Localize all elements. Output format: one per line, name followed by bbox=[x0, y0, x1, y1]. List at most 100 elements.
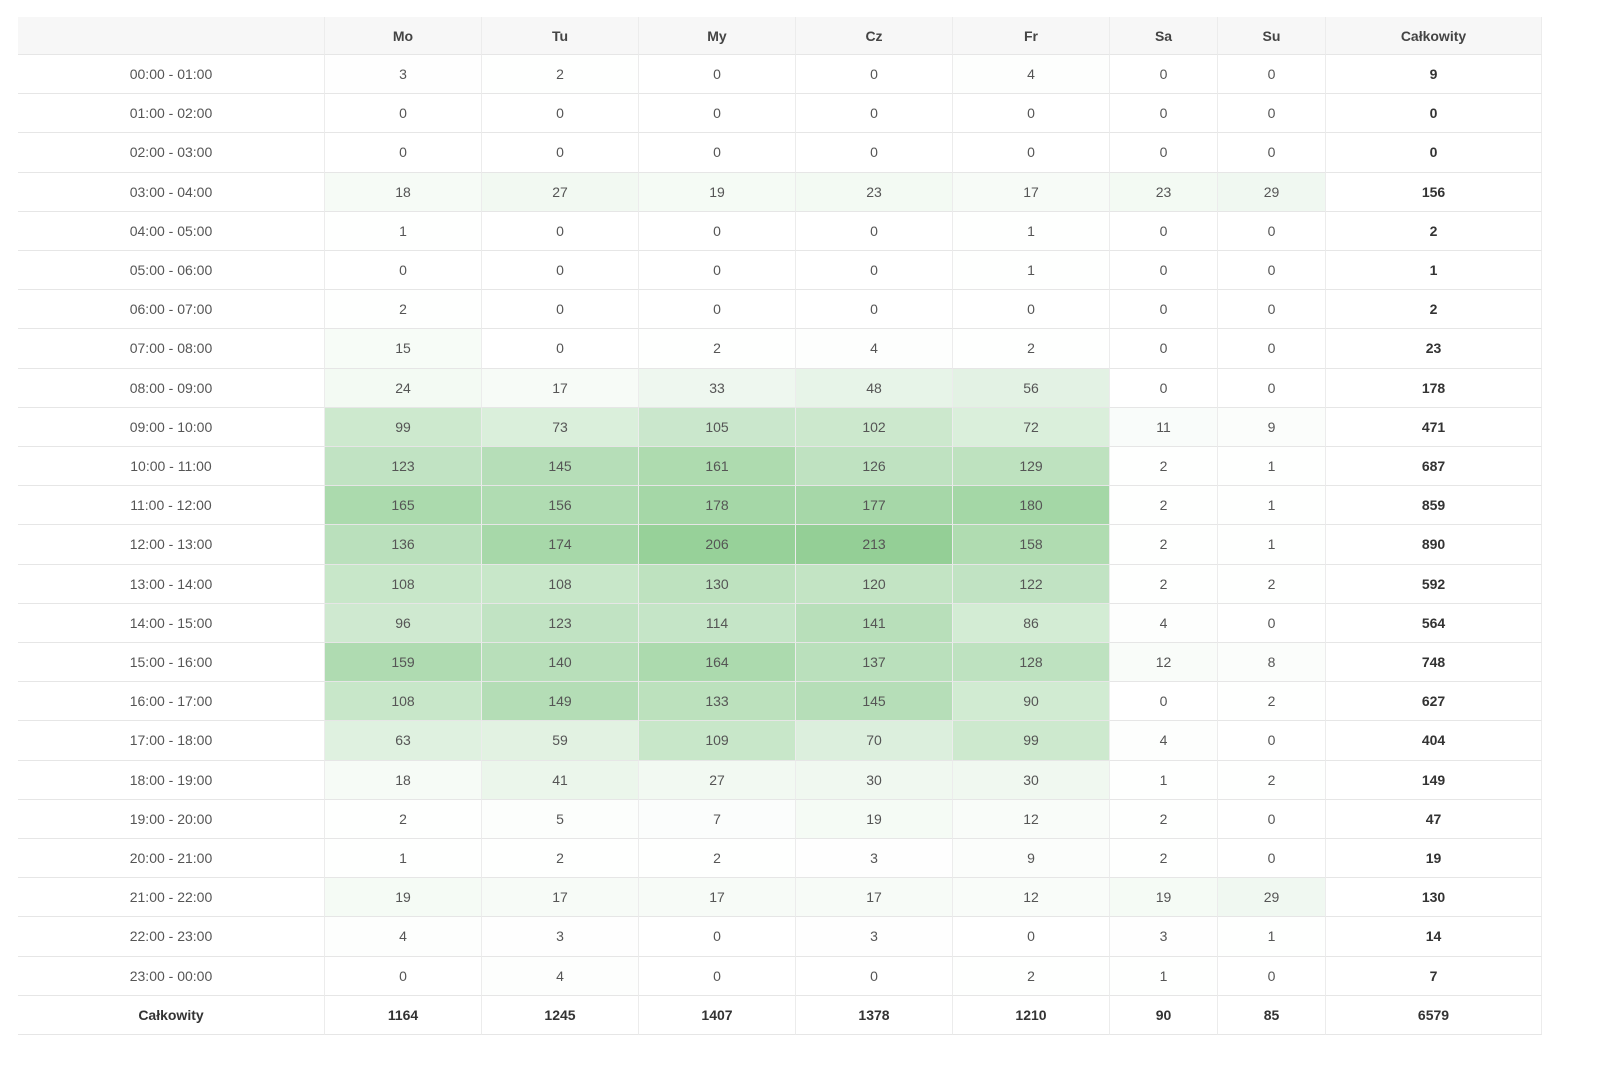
heat-cell: 72 bbox=[953, 407, 1110, 447]
row-label: 07:00 - 08:00 bbox=[18, 329, 325, 369]
heat-cell: 0 bbox=[1218, 329, 1326, 369]
heat-cell: 123 bbox=[325, 447, 482, 487]
row-total: 14 bbox=[1326, 917, 1542, 957]
heat-cell: 3 bbox=[325, 55, 482, 95]
heat-cell: 0 bbox=[796, 133, 953, 173]
row-label: 00:00 - 01:00 bbox=[18, 55, 325, 95]
heat-cell: 0 bbox=[1110, 251, 1218, 291]
row-total: 149 bbox=[1326, 760, 1542, 800]
heat-cell: 0 bbox=[1218, 721, 1326, 761]
row-label: 19:00 - 20:00 bbox=[18, 799, 325, 839]
heat-cell: 1 bbox=[1218, 486, 1326, 526]
heat-cell: 0 bbox=[1110, 211, 1218, 251]
heat-cell: 27 bbox=[482, 172, 639, 212]
heat-cell: 0 bbox=[796, 55, 953, 95]
row-label: 15:00 - 16:00 bbox=[18, 643, 325, 683]
row-total: 178 bbox=[1326, 368, 1542, 408]
heat-cell: 19 bbox=[796, 799, 953, 839]
row-label: 09:00 - 10:00 bbox=[18, 407, 325, 447]
row-total: 592 bbox=[1326, 564, 1542, 604]
heat-cell: 9 bbox=[953, 839, 1110, 879]
heat-cell: 0 bbox=[1110, 329, 1218, 369]
heat-cell: 0 bbox=[1110, 368, 1218, 408]
heat-cell: 0 bbox=[325, 251, 482, 291]
row-total: 748 bbox=[1326, 643, 1542, 683]
row-label: 20:00 - 21:00 bbox=[18, 839, 325, 879]
heat-cell: 105 bbox=[639, 407, 796, 447]
heat-cell: 96 bbox=[325, 603, 482, 643]
heat-cell: 0 bbox=[639, 94, 796, 134]
heat-cell: 2 bbox=[482, 839, 639, 879]
heat-cell: 0 bbox=[796, 956, 953, 996]
heat-cell: 0 bbox=[1218, 251, 1326, 291]
row-total: 404 bbox=[1326, 721, 1542, 761]
heat-cell: 0 bbox=[1110, 94, 1218, 134]
heat-cell: 29 bbox=[1218, 172, 1326, 212]
heat-cell: 0 bbox=[482, 94, 639, 134]
row-total: 2 bbox=[1326, 290, 1542, 330]
column-total: 85 bbox=[1218, 995, 1326, 1035]
heat-cell: 180 bbox=[953, 486, 1110, 526]
heat-cell: 2 bbox=[953, 956, 1110, 996]
heat-cell: 18 bbox=[325, 760, 482, 800]
heat-cell: 2 bbox=[1110, 839, 1218, 879]
heat-cell: 17 bbox=[953, 172, 1110, 212]
heat-cell: 145 bbox=[482, 447, 639, 487]
heat-cell: 9 bbox=[1218, 407, 1326, 447]
heat-cell: 2 bbox=[1110, 447, 1218, 487]
heat-cell: 129 bbox=[953, 447, 1110, 487]
heat-cell: 12 bbox=[953, 799, 1110, 839]
heat-cell: 3 bbox=[482, 917, 639, 957]
heat-cell: 24 bbox=[325, 368, 482, 408]
heat-cell: 177 bbox=[796, 486, 953, 526]
heat-cell: 0 bbox=[796, 290, 953, 330]
heat-cell: 145 bbox=[796, 682, 953, 722]
heat-cell: 128 bbox=[953, 643, 1110, 683]
heat-cell: 122 bbox=[953, 564, 1110, 604]
heat-cell: 4 bbox=[325, 917, 482, 957]
heat-cell: 70 bbox=[796, 721, 953, 761]
heat-cell: 213 bbox=[796, 525, 953, 565]
heat-cell: 130 bbox=[639, 564, 796, 604]
heat-cell: 30 bbox=[796, 760, 953, 800]
row-label: 14:00 - 15:00 bbox=[18, 603, 325, 643]
column-header: Tu bbox=[482, 17, 639, 55]
heat-cell: 2 bbox=[1218, 682, 1326, 722]
heat-cell: 23 bbox=[796, 172, 953, 212]
heat-cell: 1 bbox=[325, 839, 482, 879]
heat-cell: 11 bbox=[1110, 407, 1218, 447]
heat-cell: 0 bbox=[1110, 290, 1218, 330]
row-label: 02:00 - 03:00 bbox=[18, 133, 325, 173]
heat-cell: 2 bbox=[325, 799, 482, 839]
column-header: Sa bbox=[1110, 17, 1218, 55]
row-label: 03:00 - 04:00 bbox=[18, 172, 325, 212]
heat-cell: 90 bbox=[953, 682, 1110, 722]
heat-cell: 164 bbox=[639, 643, 796, 683]
heat-cell: 0 bbox=[1218, 211, 1326, 251]
heat-cell: 48 bbox=[796, 368, 953, 408]
row-total: 23 bbox=[1326, 329, 1542, 369]
heat-cell: 23 bbox=[1110, 172, 1218, 212]
heat-cell: 206 bbox=[639, 525, 796, 565]
heat-cell: 30 bbox=[953, 760, 1110, 800]
heat-cell: 108 bbox=[482, 564, 639, 604]
heat-cell: 2 bbox=[1110, 799, 1218, 839]
column-header: Całkowity bbox=[1326, 17, 1542, 55]
heat-cell: 15 bbox=[325, 329, 482, 369]
heat-cell: 3 bbox=[1110, 917, 1218, 957]
heat-cell: 120 bbox=[796, 564, 953, 604]
heat-cell: 108 bbox=[325, 682, 482, 722]
heat-cell: 2 bbox=[1218, 760, 1326, 800]
heat-cell: 0 bbox=[1218, 368, 1326, 408]
heat-cell: 0 bbox=[639, 251, 796, 291]
heat-cell: 0 bbox=[1110, 133, 1218, 173]
heat-cell: 0 bbox=[325, 94, 482, 134]
heat-cell: 161 bbox=[639, 447, 796, 487]
heat-cell: 133 bbox=[639, 682, 796, 722]
heat-cell: 2 bbox=[1110, 486, 1218, 526]
heat-cell: 17 bbox=[482, 368, 639, 408]
heat-cell: 17 bbox=[639, 878, 796, 918]
row-label: 11:00 - 12:00 bbox=[18, 486, 325, 526]
heat-cell: 0 bbox=[796, 211, 953, 251]
